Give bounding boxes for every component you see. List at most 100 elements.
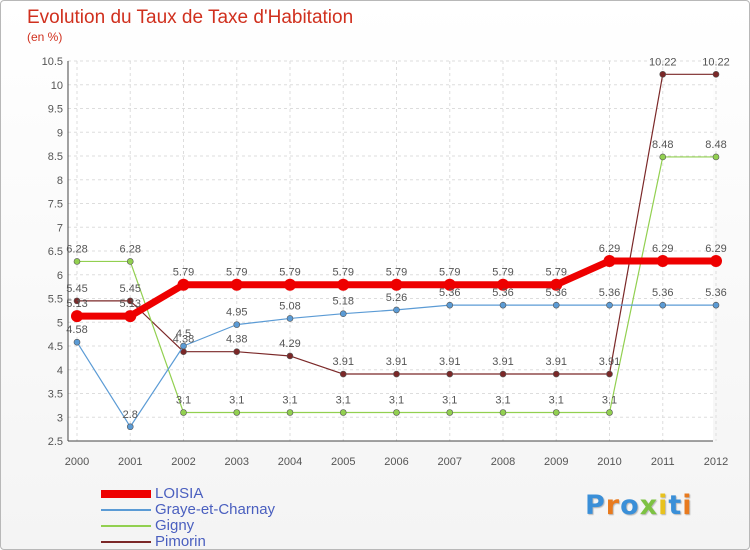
x-tick-label: 2002 bbox=[171, 456, 195, 468]
data-label: 8.48 bbox=[705, 139, 726, 151]
data-label: 3.1 bbox=[549, 395, 564, 407]
data-point bbox=[659, 153, 667, 161]
y-tick-label: 8.5 bbox=[48, 151, 63, 163]
data-point bbox=[499, 370, 507, 378]
data-label: 3.1 bbox=[495, 395, 510, 407]
data-point bbox=[284, 278, 296, 291]
data-label: 5.45 bbox=[66, 283, 87, 295]
data-point bbox=[393, 306, 400, 314]
data-point bbox=[126, 297, 134, 305]
data-point bbox=[550, 278, 563, 291]
x-tick-label: 2001 bbox=[118, 456, 142, 468]
data-point bbox=[73, 258, 81, 265]
legend-label: Pimorin bbox=[155, 533, 206, 550]
data-label: 3.91 bbox=[439, 356, 460, 368]
data-label: 3.91 bbox=[492, 356, 513, 368]
data-point bbox=[286, 315, 294, 322]
data-label: 3.1 bbox=[229, 395, 244, 407]
data-label: 4.38 bbox=[173, 334, 194, 346]
x-tick-label: 2003 bbox=[225, 456, 249, 468]
data-label: 2.8 bbox=[123, 409, 138, 421]
data-point bbox=[337, 278, 350, 291]
plot-area bbox=[68, 61, 713, 441]
data-label: 5.36 bbox=[599, 287, 620, 299]
data-point bbox=[656, 254, 669, 267]
data-point bbox=[552, 301, 560, 309]
data-label: 5.36 bbox=[492, 287, 513, 299]
y-tick-label: 10.5 bbox=[42, 56, 63, 68]
data-label: 3.1 bbox=[442, 395, 457, 407]
y-tick-label: 6.5 bbox=[48, 246, 63, 258]
data-point bbox=[393, 370, 400, 378]
data-label: 5.79 bbox=[333, 267, 354, 279]
data-label: 5.45 bbox=[120, 283, 141, 295]
legend-swatch bbox=[101, 525, 151, 527]
data-point bbox=[446, 370, 454, 378]
y-tick-label: 10 bbox=[51, 80, 63, 92]
data-point bbox=[446, 409, 454, 416]
logo-letter: i bbox=[658, 490, 669, 521]
data-label: 5.18 bbox=[333, 296, 354, 308]
logo-letter: o bbox=[620, 490, 640, 521]
data-label: 10.22 bbox=[649, 56, 677, 68]
data-point bbox=[712, 301, 720, 309]
logo-letter: i bbox=[682, 490, 693, 521]
x-tick-label: 2007 bbox=[438, 456, 462, 468]
unit-label: (en %) bbox=[27, 30, 63, 44]
data-label: 6.29 bbox=[705, 243, 726, 255]
data-point bbox=[233, 321, 241, 328]
y-tick-label: 9 bbox=[57, 127, 63, 139]
logo-letter: t bbox=[668, 490, 683, 521]
data-point bbox=[73, 297, 81, 305]
y-tick-label: 9.5 bbox=[48, 104, 63, 116]
data-label: 3.91 bbox=[386, 356, 407, 368]
data-point bbox=[499, 409, 507, 416]
data-label: 5.79 bbox=[492, 267, 513, 279]
data-point bbox=[552, 370, 560, 378]
data-point bbox=[497, 278, 509, 291]
legend-swatch bbox=[101, 541, 151, 543]
data-point bbox=[393, 409, 400, 416]
data-point bbox=[233, 409, 241, 416]
chart-title: Evolution du Taux de Taxe d'Habitation bbox=[27, 7, 354, 28]
data-point bbox=[339, 370, 347, 378]
data-label: 3.1 bbox=[602, 395, 617, 407]
legend-label: Graye-et-Charnay bbox=[155, 501, 276, 518]
data-point bbox=[126, 258, 134, 265]
data-label: 5.79 bbox=[386, 267, 407, 279]
logo-letter: P bbox=[585, 490, 606, 521]
legend-swatch bbox=[101, 490, 151, 498]
data-label: 5.08 bbox=[279, 300, 300, 312]
x-tick-label: 2011 bbox=[651, 456, 675, 468]
data-point bbox=[230, 278, 243, 291]
x-tick-label: 2012 bbox=[704, 456, 728, 468]
proxiti-logo: Proxiti bbox=[585, 490, 693, 521]
data-label: 4.5 bbox=[176, 328, 191, 340]
data-point bbox=[603, 254, 616, 267]
data-label: 5.13 bbox=[66, 298, 87, 310]
y-tick-label: 4 bbox=[57, 365, 63, 377]
data-label: 5.79 bbox=[279, 267, 300, 279]
data-label: 6.28 bbox=[120, 243, 141, 255]
legend-label: LOISIA bbox=[155, 485, 204, 502]
legend-swatch bbox=[101, 509, 151, 511]
data-point bbox=[712, 71, 720, 78]
data-label: 10.22 bbox=[702, 56, 730, 68]
x-tick-label: 2009 bbox=[544, 456, 568, 468]
y-tick-label: 5 bbox=[57, 317, 63, 329]
data-label: 5.36 bbox=[439, 287, 460, 299]
data-label: 4.95 bbox=[226, 307, 247, 319]
data-point bbox=[71, 310, 83, 323]
data-point bbox=[286, 352, 294, 360]
data-point bbox=[180, 409, 187, 416]
logo-letter: x bbox=[639, 490, 659, 521]
data-label: 5.79 bbox=[173, 267, 194, 279]
y-tick-label: 4.5 bbox=[48, 341, 63, 353]
data-label: 6.28 bbox=[66, 243, 87, 255]
y-tick-label: 2.5 bbox=[48, 436, 63, 448]
logo-letter: r bbox=[605, 490, 621, 521]
data-label: 5.36 bbox=[546, 287, 567, 299]
data-label: 3.1 bbox=[176, 395, 191, 407]
data-label: 3.91 bbox=[599, 356, 620, 368]
data-label: 3.1 bbox=[389, 395, 404, 407]
